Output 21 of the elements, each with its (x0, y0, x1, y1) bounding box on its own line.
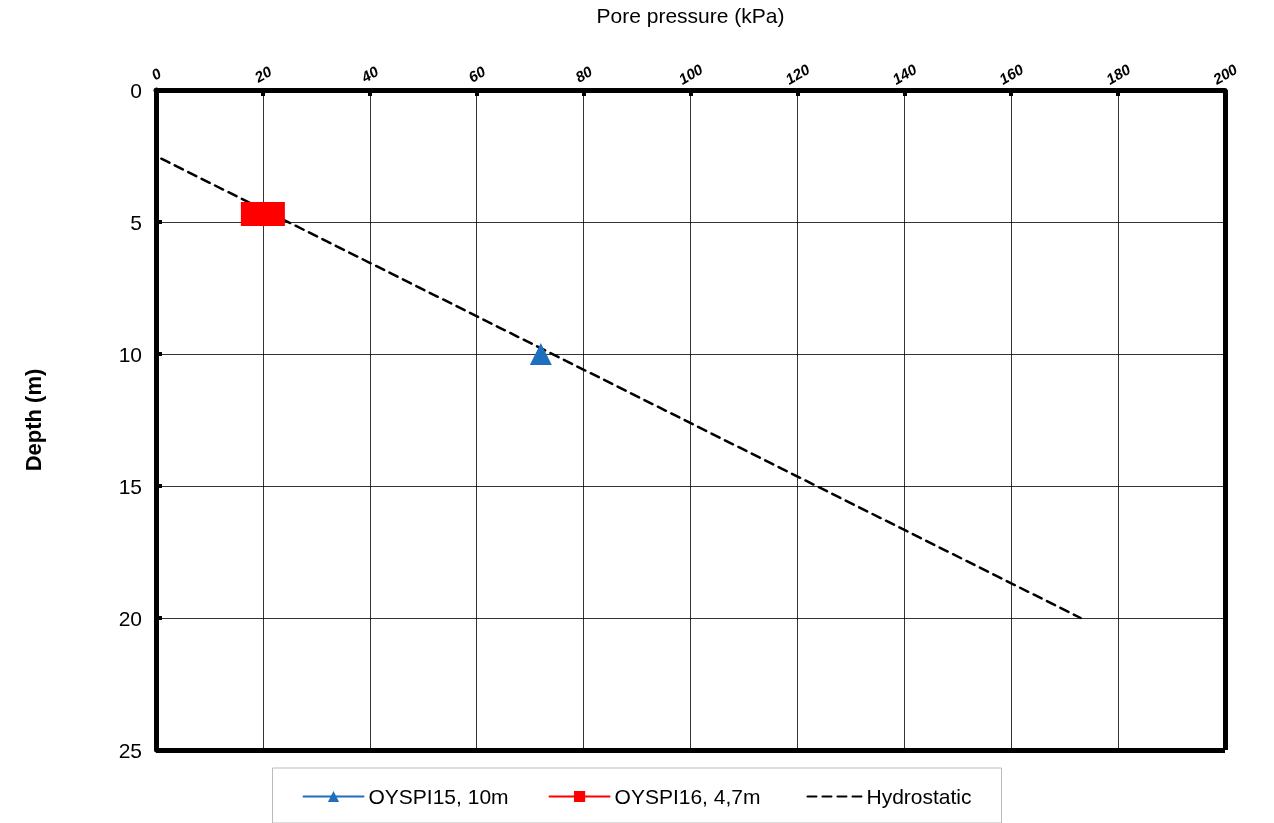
x-tick-label: 60 (465, 62, 489, 86)
x-tick-label: 80 (572, 62, 596, 86)
y-tick-label: 20 (118, 606, 142, 630)
y-tick-label: 5 (130, 210, 142, 234)
x-tick-label: 200 (1209, 60, 1241, 89)
y-tick-label: 25 (118, 738, 142, 762)
legend-label: OYSPI15, 10m (368, 785, 509, 808)
x-tick-label: 40 (357, 62, 382, 87)
x-tick-label: 20 (250, 62, 275, 87)
x-tick-label: 0 (148, 64, 165, 84)
x-tick-label: 140 (889, 60, 920, 88)
x-axis-title: Pore pressure (kPa) (596, 4, 785, 27)
x-tick-label: 180 (1103, 60, 1134, 88)
y-axis-title: Depth (m) (20, 368, 46, 472)
x-tick-label: 120 (782, 60, 814, 88)
x-tick-label: 160 (996, 60, 1027, 88)
legend-label: Hydrostatic (866, 785, 972, 808)
legend-label: OYSPI16, 4,7m (614, 785, 761, 808)
x-tick-label: 100 (675, 60, 707, 88)
y-tick-label: 15 (118, 474, 142, 498)
y-tick-label: 10 (118, 342, 142, 366)
